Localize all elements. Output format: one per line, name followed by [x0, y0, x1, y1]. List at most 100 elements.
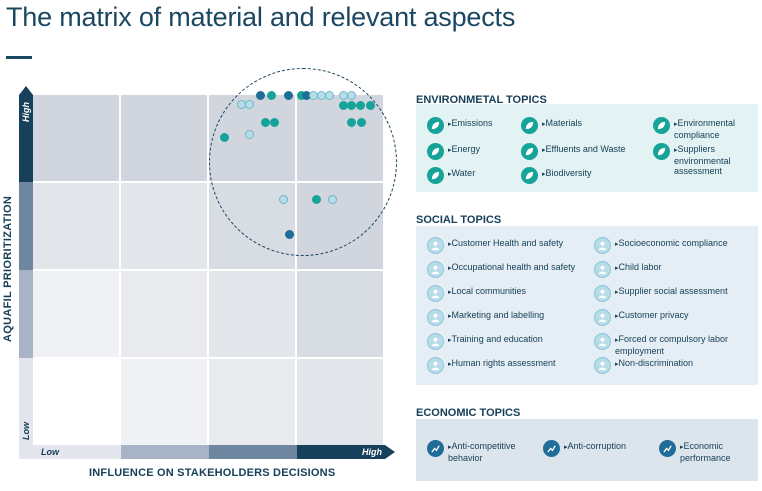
environmental-topic-dot — [261, 118, 270, 127]
page-title: The matrix of material and relevant aspe… — [6, 2, 516, 32]
env-item-label: Biodiversity — [542, 168, 592, 180]
y-axis-segment-high — [19, 95, 33, 182]
social-item: Customer privacy — [594, 309, 689, 326]
leaf-icon — [427, 117, 444, 134]
social-item: Human rights assessment — [427, 357, 556, 374]
social-item-label: Customer privacy — [615, 310, 689, 322]
environmental-topic-dot — [366, 101, 375, 110]
social-item-label: Customer Health and safety — [448, 238, 564, 250]
economic-heading: ECONOMIC TOPICS — [416, 407, 521, 419]
people-icon — [427, 237, 444, 254]
people-icon — [594, 237, 611, 254]
people-icon — [427, 285, 444, 302]
social-item: Forced or compulsory labor employment — [594, 333, 755, 356]
social-item: Local communities — [427, 285, 526, 302]
environmental-topic-dot — [297, 91, 306, 100]
social-topic-dot — [347, 91, 356, 100]
x-axis-title: INFLUENCE ON STAKEHOLDERS DECISIONS — [89, 467, 336, 479]
leaf-icon — [521, 143, 538, 160]
x-axis-segment — [121, 445, 209, 459]
leaf-icon — [653, 143, 670, 160]
social-item-label: Marketing and labelling — [448, 310, 545, 322]
matrix-cell — [33, 95, 119, 181]
y-axis-segment-low — [19, 358, 33, 445]
social-item: Non-discrimination — [594, 357, 693, 374]
x-axis-low-label: Low — [41, 447, 59, 457]
leaf-icon — [521, 167, 538, 184]
y-axis-segment — [19, 270, 33, 358]
x-axis-high-label: High — [362, 447, 382, 457]
env-item-emissions: Emissions — [427, 117, 493, 134]
social-item-label: Local communities — [448, 286, 527, 298]
y-axis-title: AQUAFIL PRIORITIZATION — [2, 195, 14, 342]
economic-topic-dot — [302, 91, 311, 100]
env-item-label: Emissions — [448, 118, 493, 130]
social-heading: SOCIAL TOPICS — [416, 214, 502, 226]
env-item-label: Suppliers environmental assessment — [674, 144, 752, 176]
y-axis-arrow — [19, 86, 33, 95]
matrix-cell — [121, 271, 207, 357]
trend-chart-icon — [543, 440, 560, 457]
highlight-circle — [209, 68, 397, 256]
economic-item-label: Economic performance — [680, 441, 752, 463]
people-icon — [594, 357, 611, 374]
x-axis-arrow — [385, 445, 395, 459]
env-item-suppliers: Suppliers environmental assessment — [653, 143, 752, 176]
trend-chart-icon — [659, 440, 676, 457]
social-item: Customer Health and safety — [427, 237, 563, 254]
title-underline — [6, 56, 32, 59]
social-item-label: Occupational health and safety — [448, 262, 576, 274]
environmental-topic-dot — [267, 91, 276, 100]
social-item: Supplier social assessment — [594, 285, 728, 302]
environmental-heading: ENVIRONMETAL TOPICS — [416, 94, 547, 106]
social-item: Occupational health and safety — [427, 261, 575, 278]
matrix-cell — [121, 95, 207, 181]
environmental-topic-dot — [339, 101, 348, 110]
matrix-cell — [297, 359, 383, 445]
environmental-topic-dot — [347, 118, 356, 127]
social-item-label: Socioeconomic compliance — [615, 238, 728, 250]
people-icon — [594, 261, 611, 278]
economic-item: Anti-corruption — [543, 440, 626, 457]
social-item-label: Training and education — [448, 334, 543, 346]
social-item-label: Child labor — [615, 262, 662, 274]
social-item: Socioeconomic compliance — [594, 237, 728, 254]
social-item: Marketing and labelling — [427, 309, 544, 326]
matrix-cell — [33, 271, 119, 357]
people-icon — [427, 309, 444, 326]
environmental-topic-dot — [357, 118, 366, 127]
social-item-label: Forced or compulsory labor employment — [615, 334, 755, 356]
social-topic-dot — [245, 130, 254, 139]
env-item-compliance: Environmental compliance — [653, 117, 752, 140]
social-item-label: Supplier social assessment — [615, 286, 728, 298]
people-icon — [427, 333, 444, 350]
social-topic-dot — [328, 195, 337, 204]
economic-topic-dot — [256, 91, 265, 100]
economic-item: Anti-competitive behavior — [427, 440, 530, 463]
people-icon — [594, 309, 611, 326]
people-icon — [594, 333, 611, 350]
env-item-materials: Materials — [521, 117, 582, 134]
social-item-label: Human rights assessment — [448, 358, 556, 370]
economic-item-label: Anti-competitive behavior — [448, 441, 530, 463]
economic-item: Economic performance — [659, 440, 752, 463]
matrix-cell — [209, 271, 295, 357]
matrix-cell — [297, 271, 383, 357]
social-item: Training and education — [427, 333, 543, 350]
env-item-water: Water — [427, 167, 475, 184]
y-axis-high-label: High — [21, 102, 31, 122]
people-icon — [427, 357, 444, 374]
social-item: Child labor — [594, 261, 662, 278]
people-icon — [594, 285, 611, 302]
env-item-biodiversity: Biodiversity — [521, 167, 592, 184]
leaf-icon — [653, 117, 670, 134]
social-item-label: Non-discrimination — [615, 358, 694, 370]
x-axis-segment-high — [297, 445, 385, 459]
env-item-energy: Energy — [427, 143, 480, 160]
leaf-icon — [521, 117, 538, 134]
economic-topic-dot — [284, 91, 293, 100]
matrix-cell — [209, 359, 295, 445]
environmental-topic-dot — [220, 133, 229, 142]
economic-item-label: Anti-corruption — [564, 441, 627, 453]
env-item-label: Effluents and Waste — [542, 144, 626, 156]
